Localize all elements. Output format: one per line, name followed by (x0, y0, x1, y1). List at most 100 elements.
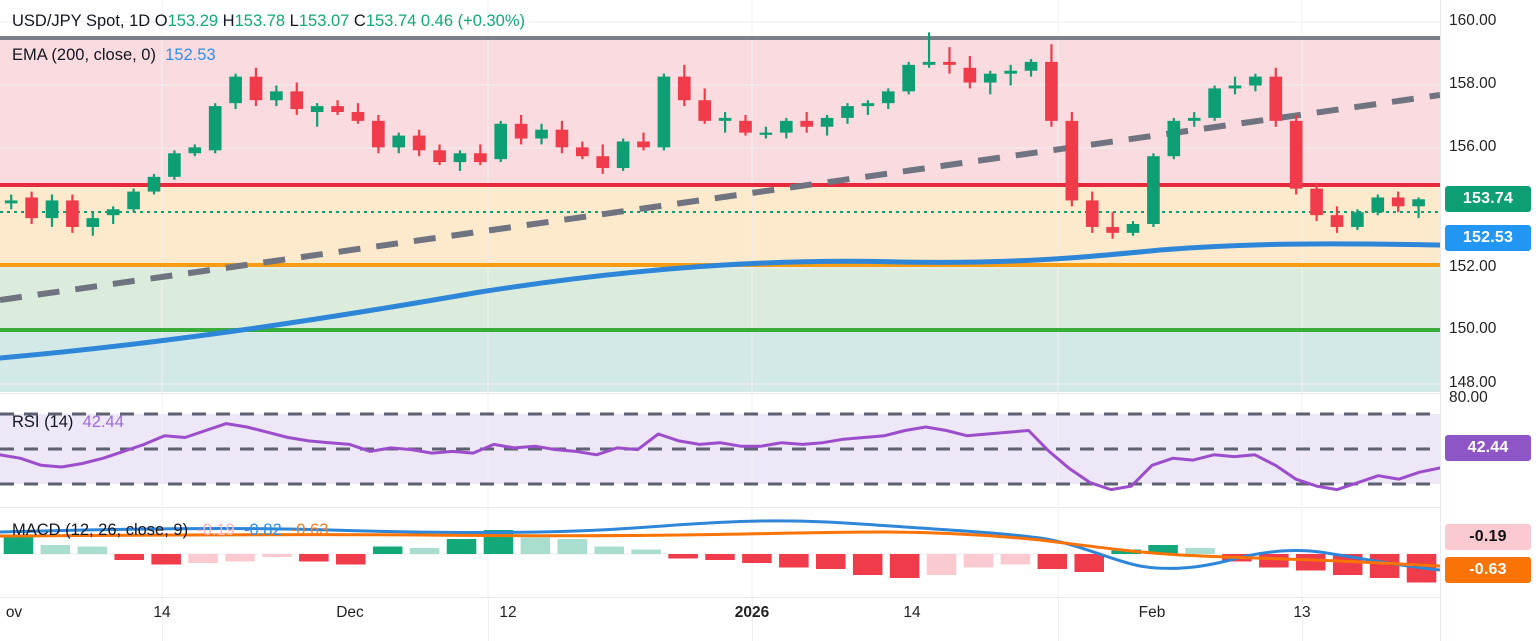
candle-body-up (779, 120, 793, 133)
macd-vertical-gridlines (161, 508, 1303, 597)
macd-histogram-bar (372, 546, 403, 554)
price-tick-158-00: 158.00 (1449, 75, 1497, 92)
macd-plot (0, 508, 1440, 597)
candle-body-up (1412, 199, 1425, 207)
candle-body-down (331, 106, 344, 112)
band-demand (0, 265, 1440, 330)
candle-body-down (576, 147, 589, 157)
macd-pane[interactable] (0, 507, 1440, 597)
candle-body-up (1126, 224, 1140, 233)
candle-body-down (963, 67, 977, 83)
rsi-value-badge[interactable]: 42.44 (1445, 435, 1531, 461)
candle-body-up (392, 135, 406, 148)
candle-body-up (494, 123, 508, 160)
macd-histogram-bar (668, 554, 698, 559)
time-gridline (752, 598, 753, 641)
candle-body-up (983, 73, 997, 83)
candle-body-down (739, 120, 752, 133)
candle-body-up (229, 76, 242, 104)
candle-body-up (208, 106, 222, 151)
macd-histogram (3, 530, 1437, 583)
candle-body-down (698, 100, 712, 121)
time-gridline (1058, 598, 1059, 641)
macd-histogram-bar (409, 548, 440, 554)
candle-body-down (1085, 200, 1099, 227)
rsi-pane[interactable] (0, 393, 1440, 506)
candle-body-up (718, 117, 732, 121)
macd-histogram-bar (77, 546, 108, 554)
candle-body-down (433, 150, 446, 163)
candle-body-down (1330, 215, 1344, 227)
ema-value-badge[interactable]: 152.53 (1445, 225, 1531, 251)
candle-body-down (66, 200, 79, 227)
candle-body-down (943, 61, 956, 65)
candle-body-up (310, 106, 324, 112)
candle-body-up (1371, 197, 1385, 213)
time-label-13: 13 (1293, 604, 1311, 621)
candle-body-up (106, 209, 120, 216)
candle-body-down (677, 76, 691, 101)
candle-body-down (351, 112, 365, 121)
macd-histogram-bar (151, 554, 181, 565)
time-label-14: 14 (153, 604, 171, 621)
macd-histogram-bar (1000, 554, 1031, 565)
candle-body-up (127, 191, 140, 210)
candle-body-down (555, 129, 569, 148)
price-tick-148-00: 148.00 (1449, 374, 1497, 391)
candle-body-down (412, 135, 426, 151)
candle-body-down (25, 197, 38, 219)
candle-body-up (453, 153, 467, 163)
macd-histogram-bar (926, 554, 957, 575)
time-gridline (162, 598, 163, 641)
macd-line (0, 519, 1440, 572)
price-axis[interactable]: 160.00 158.00 156.00 152.00 150.00 148.00 80.0… (1440, 0, 1536, 641)
candle-body-down (372, 120, 385, 148)
candle-body-up (1228, 85, 1242, 89)
time-label-ov: ov (5, 604, 23, 621)
candle-body-down (514, 123, 528, 139)
candle-body-up (535, 129, 548, 139)
candle-body-up (1024, 61, 1038, 71)
candle-body-up (1208, 88, 1221, 118)
candle-body-up (841, 106, 854, 118)
time-axis[interactable]: ov 14 Dec 12 2026 14 Feb 13 (0, 597, 1440, 641)
candle-body-up (902, 64, 915, 92)
macd-histogram-bar (40, 545, 71, 554)
macd-hist-badge[interactable]: -0.19 (1445, 524, 1531, 550)
time-label-2026: 2026 (734, 604, 770, 621)
candle-body-down (249, 76, 263, 101)
candle-body-down (800, 120, 814, 127)
macd-histogram-bar (631, 549, 661, 554)
price-pane[interactable] (0, 0, 1440, 392)
candle-body-up (45, 200, 59, 219)
macd-signal-badge[interactable]: -0.63 (1445, 557, 1531, 583)
candle-body-up (1187, 117, 1201, 121)
price-tick-150-00: 150.00 (1449, 320, 1497, 337)
candle-body-up (1167, 120, 1181, 157)
candle-body-down (290, 91, 304, 110)
macd-histogram-bar (852, 554, 883, 575)
ema200-line (0, 241, 1440, 361)
candle-body-up (861, 103, 875, 107)
candle-body-down (1045, 61, 1058, 121)
candle-body-down (1310, 188, 1323, 216)
macd-histogram-bar (594, 546, 624, 554)
macd-histogram-bar (446, 539, 477, 554)
candle-body-down (1289, 120, 1303, 189)
time-gridline (1302, 598, 1303, 641)
macd-histogram-bar (262, 554, 292, 557)
macd-histogram-bar (1037, 554, 1068, 569)
candle-body-up (4, 200, 18, 204)
macd-histogram-bar (705, 554, 735, 560)
trendline-dashed (0, 92, 1440, 303)
candle-body-up (270, 91, 283, 101)
last-price-badge[interactable]: 153.74 (1445, 186, 1531, 212)
candle-body-up (657, 76, 671, 148)
price-tick-156-00: 156.00 (1449, 138, 1497, 155)
macd-histogram-bar (225, 554, 255, 562)
candle-body-up (1249, 76, 1262, 86)
band-deep-demand (0, 330, 1440, 392)
macd-histogram-bar (520, 537, 551, 554)
candle-body-down (474, 153, 487, 163)
